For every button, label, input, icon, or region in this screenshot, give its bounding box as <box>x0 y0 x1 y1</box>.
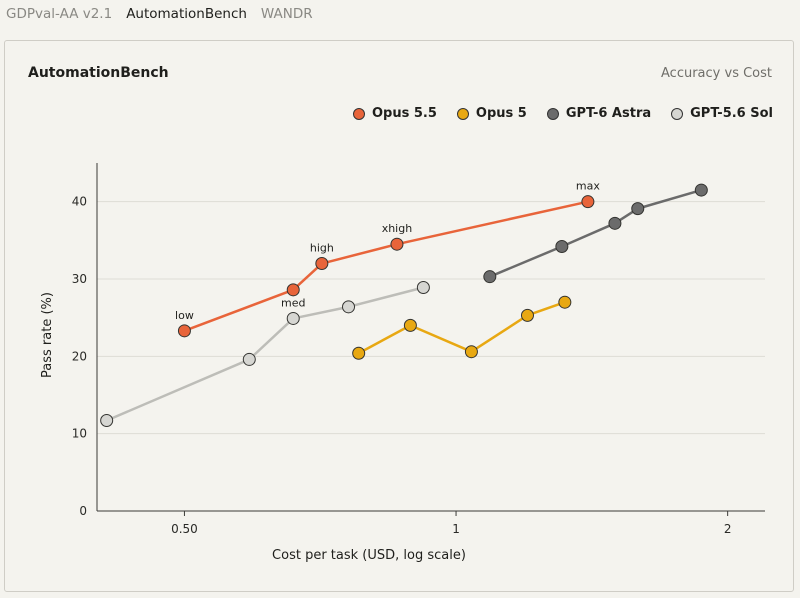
data-point <box>100 414 114 428</box>
point-label: low <box>175 309 194 322</box>
legend-label: Opus 5 <box>475 106 527 121</box>
data-point <box>390 237 404 251</box>
legend-label: GPT-6 Astra <box>565 106 652 121</box>
axis-layer: 0 10 20 30 40 0.50 1 2 <box>72 163 765 536</box>
legend-swatch <box>671 107 684 120</box>
tab-wandr[interactable]: WANDR <box>260 6 313 22</box>
y-tick-label: 0 <box>79 504 87 518</box>
chart-card: AutomationBench Accuracy vs Cost Opus 5.… <box>4 40 794 592</box>
y-tick-label: 20 <box>72 349 87 363</box>
data-point <box>342 300 356 314</box>
label-layer: low high xhigh max med <box>175 180 600 322</box>
series-line-3 <box>106 286 424 422</box>
data-point <box>177 324 191 338</box>
data-point <box>403 318 417 332</box>
y-axis-title: Pass rate (%) <box>40 292 55 378</box>
tab-automationbench[interactable]: AutomationBench <box>126 6 247 22</box>
benchmark-tabs: GDPval-AA v2.1 AutomationBench WANDR <box>6 6 313 22</box>
legend-swatch <box>546 107 559 120</box>
y-tick-label: 10 <box>72 427 87 441</box>
x-tick-label: 2 <box>724 522 732 536</box>
series-line-1 <box>358 301 566 355</box>
legend-item-gpt-6-astra[interactable]: GPT-6 Astra <box>546 106 652 121</box>
data-point <box>286 283 300 297</box>
point-label: med <box>281 296 305 309</box>
legend-label: GPT-5.6 Sol <box>690 106 773 121</box>
tab-gdpval[interactable]: GDPval-AA v2.1 <box>6 6 113 22</box>
series-line-2 <box>489 188 702 278</box>
data-point <box>694 183 708 197</box>
legend-label: Opus 5.5 <box>371 106 437 121</box>
data-point <box>631 202 645 216</box>
data-point <box>555 240 569 254</box>
point-label: max <box>576 180 600 193</box>
grid-layer <box>97 201 765 512</box>
y-tick-label: 30 <box>72 272 87 286</box>
legend-swatch <box>352 107 365 120</box>
point-label: xhigh <box>382 222 413 235</box>
data-point <box>464 345 478 359</box>
data-point <box>581 195 595 209</box>
chart-legend: Opus 5.5 Opus 5 GPT-6 Astra GPT-5.6 Sol <box>352 106 773 121</box>
data-point <box>520 308 534 322</box>
legend-item-opus-5-5[interactable]: Opus 5.5 <box>352 106 437 121</box>
point-label: high <box>310 242 334 255</box>
legend-item-opus-5[interactable]: Opus 5 <box>456 106 527 121</box>
legend-swatch <box>456 107 469 120</box>
series-layer <box>100 183 708 428</box>
y-tick-label: 40 <box>72 195 87 209</box>
chart-title: AutomationBench <box>28 65 169 81</box>
data-point <box>315 257 329 271</box>
x-tick-label: 0.50 <box>171 522 198 536</box>
data-point <box>558 295 572 309</box>
chart-subtitle: Accuracy vs Cost <box>661 66 772 81</box>
data-point <box>352 346 366 360</box>
data-point <box>286 311 300 325</box>
legend-item-gpt-5-6-sol[interactable]: GPT-5.6 Sol <box>671 106 773 121</box>
data-point <box>242 352 256 366</box>
chart-plot: 0 10 20 30 40 0.50 1 2 low high xhigh max med Cost … <box>40 163 765 563</box>
x-axis-title: Cost per task (USD, log scale) <box>272 548 466 563</box>
data-point <box>416 281 430 295</box>
x-tick-label: 1 <box>452 522 460 536</box>
data-point <box>608 216 622 230</box>
data-point <box>483 270 497 284</box>
